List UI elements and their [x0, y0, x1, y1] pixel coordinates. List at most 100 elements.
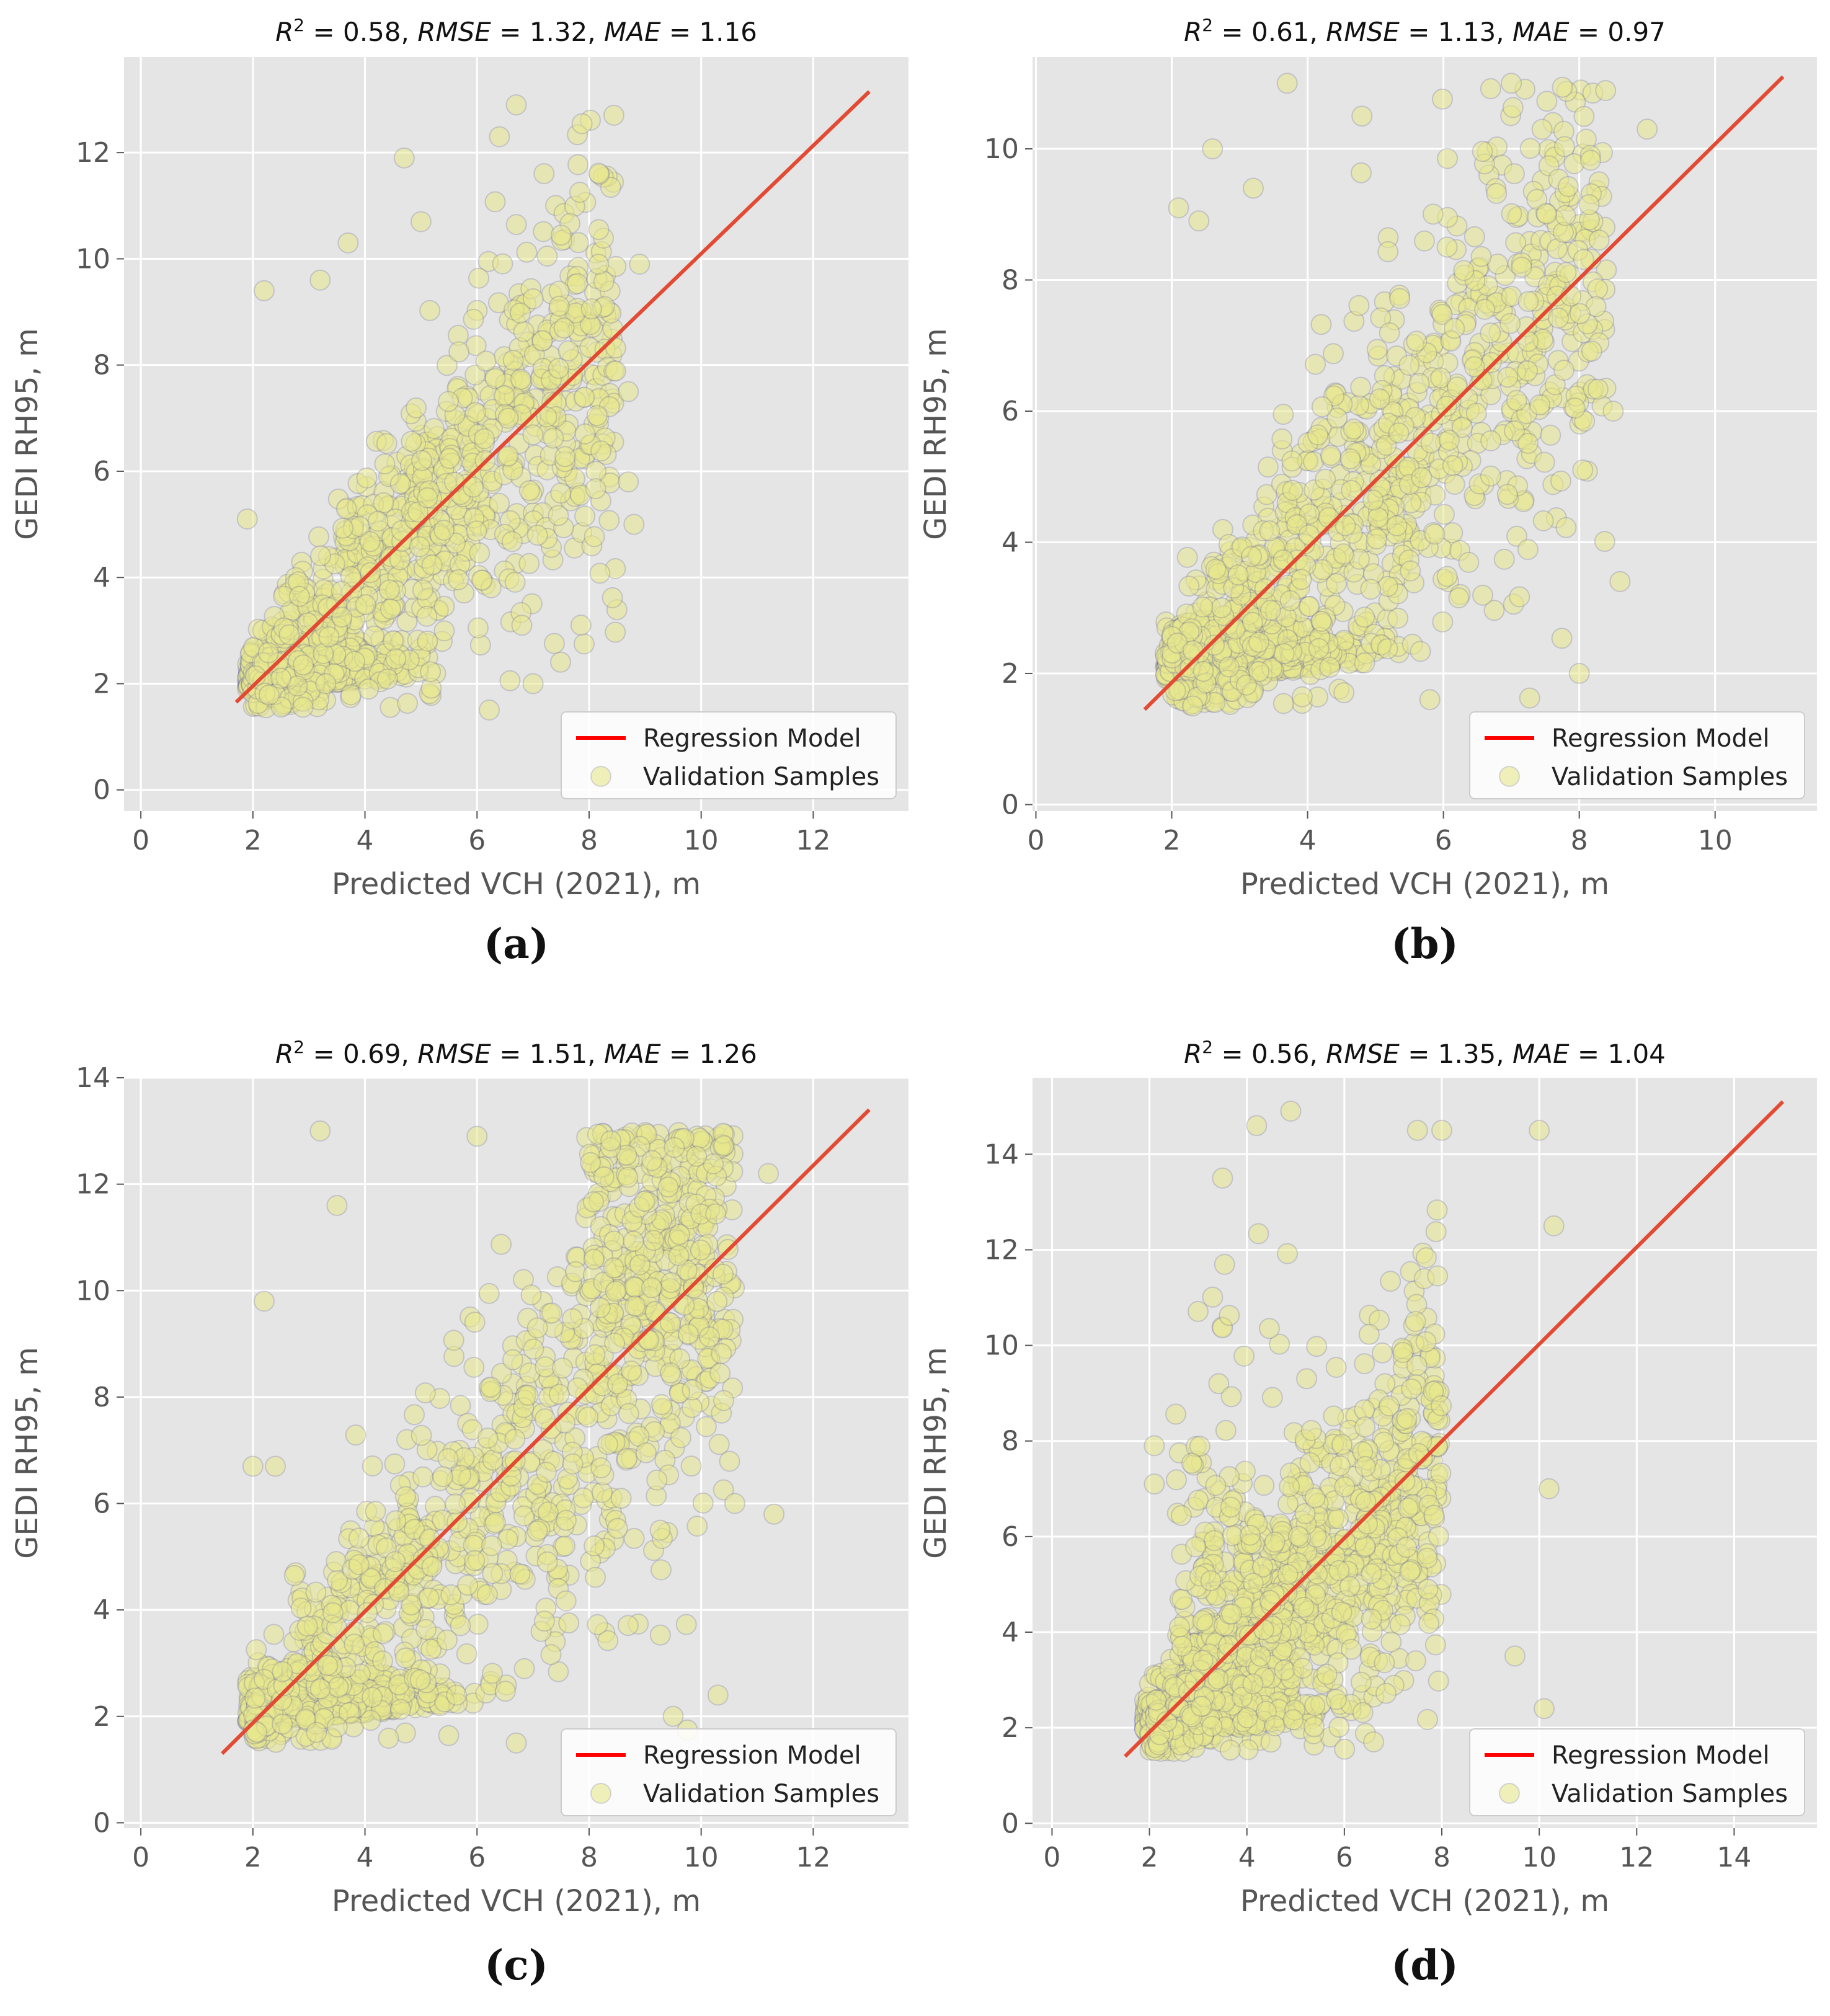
validation-point [534, 1408, 556, 1430]
validation-point [263, 1623, 285, 1645]
title-rmse-value: 1.32 [530, 17, 588, 47]
y-tick-label: 8 [93, 350, 110, 381]
validation-point [505, 94, 527, 116]
title-rmse-value: 1.13 [1438, 17, 1496, 47]
y-tick-label: 0 [93, 775, 110, 806]
validation-point [651, 1559, 672, 1581]
validation-point [358, 678, 380, 700]
validation-point [476, 1584, 498, 1605]
validation-point [433, 595, 455, 617]
x-tick-label: 10 [1698, 825, 1733, 856]
validation-point [522, 673, 544, 695]
validation-point [623, 1230, 644, 1252]
validation-point [1451, 417, 1473, 438]
y-tick-label: 4 [1002, 526, 1019, 558]
validation-point [305, 1581, 327, 1603]
validation-point [494, 1681, 516, 1702]
validation-point [1432, 611, 1454, 633]
validation-point [1204, 634, 1225, 656]
validation-point [270, 696, 292, 718]
validation-point [531, 330, 553, 352]
validation-point [380, 696, 401, 718]
validation-point [377, 668, 398, 690]
validation-point [597, 1630, 619, 1651]
validation-point [758, 1163, 780, 1184]
validation-point [475, 350, 497, 372]
validation-point [526, 525, 548, 546]
validation-point [378, 1728, 399, 1749]
validation-point [617, 1166, 639, 1188]
validation-point [554, 1412, 576, 1434]
validation-point [411, 450, 433, 471]
validation-point [335, 498, 357, 520]
validation-point [1474, 298, 1496, 320]
validation-point [362, 1687, 383, 1708]
validation-point [562, 1453, 584, 1475]
validation-point [297, 612, 319, 634]
validation-point [384, 1551, 406, 1573]
validation-point [385, 1510, 407, 1532]
validation-point [1578, 194, 1600, 216]
validation-point [409, 1669, 431, 1690]
legend-label-regression: Regression Model [643, 1741, 861, 1770]
validation-point [1398, 355, 1420, 376]
validation-point [610, 1488, 632, 1509]
validation-point [584, 526, 605, 548]
title-equals: = [660, 17, 699, 47]
validation-point [569, 182, 590, 203]
validation-point [583, 1248, 605, 1270]
validation-point [629, 1254, 651, 1276]
validation-point [464, 364, 486, 386]
validation-point [510, 302, 531, 324]
validation-point [1550, 470, 1571, 492]
validation-point [340, 684, 362, 706]
y-tick-label: 4 [93, 562, 110, 593]
validation-point [550, 224, 572, 246]
validation-point [590, 440, 611, 462]
validation-point [593, 1166, 615, 1188]
validation-point [605, 621, 626, 643]
validation-point [242, 1455, 264, 1477]
validation-point [421, 554, 443, 576]
legend-label-regression: Regression Model [1552, 724, 1770, 753]
validation-point [1536, 91, 1558, 112]
y-tick-label: 6 [93, 456, 110, 487]
validation-point [1458, 551, 1480, 573]
validation-point [617, 1615, 639, 1636]
title-sep: , [401, 1039, 418, 1069]
validation-point [616, 1448, 638, 1470]
y-tick-label: 8 [1002, 265, 1019, 296]
validation-point [1548, 307, 1569, 329]
validation-point [1483, 600, 1505, 621]
validation-point [437, 1448, 459, 1470]
validation-point [657, 1176, 679, 1198]
validation-point [509, 1563, 531, 1585]
validation-point [513, 1658, 535, 1679]
validation-point [1273, 404, 1294, 425]
validation-point [286, 675, 308, 697]
validation-point [484, 191, 506, 213]
validation-point [598, 510, 620, 531]
validation-point [1414, 230, 1435, 252]
validation-point [1210, 597, 1232, 619]
validation-point [1235, 674, 1257, 696]
title-equals: = [491, 1039, 530, 1069]
validation-point [293, 654, 314, 676]
validation-point [445, 1493, 466, 1515]
points-group [1154, 73, 1658, 717]
validation-point [574, 505, 596, 527]
validation-point [1227, 564, 1249, 586]
validation-point [318, 626, 340, 647]
validation-point [1502, 97, 1524, 118]
validation-point [603, 104, 624, 126]
validation-point [419, 300, 441, 321]
validation-point [414, 1382, 436, 1404]
validation-point [1505, 232, 1527, 254]
validation-point [469, 542, 491, 564]
validation-point [463, 1356, 485, 1378]
validation-point [1182, 695, 1204, 717]
validation-point [670, 1427, 691, 1449]
validation-point [605, 1281, 626, 1302]
x-tick-label: 0 [132, 825, 149, 856]
